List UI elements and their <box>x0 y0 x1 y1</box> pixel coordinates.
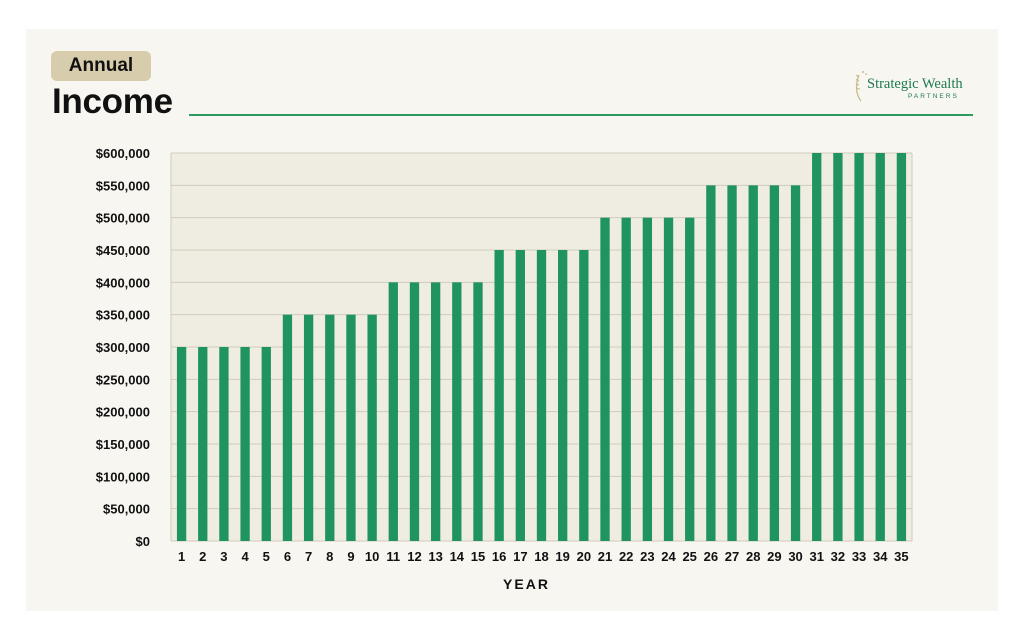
x-tick-label: 18 <box>534 549 548 564</box>
x-tick-label: 9 <box>347 549 354 564</box>
logo-name: Strategic Wealth <box>867 76 963 92</box>
annual-badge: Annual <box>51 51 151 81</box>
bar <box>176 347 187 541</box>
x-axis-title: YEAR <box>503 576 550 592</box>
x-tick-label: 34 <box>873 549 888 564</box>
bar <box>473 282 483 541</box>
bar <box>536 250 547 541</box>
bar <box>663 217 674 541</box>
x-tick-label: 26 <box>704 549 718 564</box>
bar <box>812 153 822 541</box>
y-tick-label: $400,000 <box>96 275 150 290</box>
y-tick-label: $300,000 <box>96 340 150 355</box>
logo-subtitle: PARTNERS <box>908 93 959 100</box>
bar <box>685 217 695 541</box>
x-tick-label: 15 <box>471 549 485 564</box>
brand-logo: Strategic Wealth PARTNERS <box>853 67 973 103</box>
bar <box>515 250 525 541</box>
x-tick-label: 31 <box>809 549 823 564</box>
y-tick-label: $500,000 <box>96 211 150 226</box>
x-tick-label: 16 <box>492 549 506 564</box>
bar <box>282 314 293 541</box>
bar <box>896 153 907 541</box>
y-tick-label: $450,000 <box>96 243 150 258</box>
y-tick-label: $100,000 <box>96 469 150 484</box>
bar <box>790 185 801 542</box>
bar <box>261 347 271 541</box>
bar <box>303 314 314 541</box>
bar <box>430 282 441 541</box>
wheat-icon <box>855 71 867 102</box>
bar <box>621 217 631 541</box>
bar <box>558 250 568 541</box>
bar <box>748 185 758 542</box>
x-tick-label: 1 <box>178 549 185 564</box>
bar <box>875 153 885 541</box>
bar <box>325 314 335 541</box>
y-tick-label: $200,000 <box>96 405 150 420</box>
chart-card: Annual Income Strategic Wealth PARTNERS … <box>26 29 998 611</box>
bar <box>367 314 377 541</box>
x-tick-label: 22 <box>619 549 633 564</box>
income-bar-chart: $0 $50,000 $100,000 $150,000 $200,000 $250,00… <box>96 146 913 592</box>
x-tick-label: 20 <box>577 549 591 564</box>
x-tick-label: 8 <box>326 549 333 564</box>
x-tick-label: 2 <box>199 549 206 564</box>
x-tick-label: 11 <box>386 549 400 564</box>
bar <box>219 347 229 541</box>
x-tick-label: 5 <box>263 549 270 564</box>
bar <box>494 250 504 541</box>
x-tick-label: 21 <box>598 549 612 564</box>
y-tick-label: $600,000 <box>96 146 150 161</box>
bar <box>409 282 420 541</box>
y-tick-label: $0 <box>136 534 150 549</box>
x-tick-label: 13 <box>428 549 442 564</box>
bar <box>240 347 250 541</box>
bar <box>346 314 356 541</box>
x-tick-label: 27 <box>725 549 739 564</box>
bar <box>854 153 864 541</box>
bar <box>642 217 653 541</box>
bar <box>706 185 716 542</box>
x-tick-label: 17 <box>513 549 527 564</box>
bar <box>769 185 780 542</box>
x-tick-label: 28 <box>746 549 760 564</box>
chart-title: Income <box>52 82 173 121</box>
y-tick-label: $250,000 <box>96 372 150 387</box>
y-tick-label: $550,000 <box>96 178 150 193</box>
x-tick-label: 12 <box>407 549 421 564</box>
bar <box>600 217 610 541</box>
x-tick-label: 19 <box>555 549 569 564</box>
bar <box>388 282 398 541</box>
x-tick-label: 10 <box>365 549 379 564</box>
bar <box>452 282 462 541</box>
x-tick-label: 3 <box>220 549 227 564</box>
x-tick-label: 6 <box>284 549 291 564</box>
y-tick-label: $350,000 <box>96 308 150 323</box>
y-tick-label: $50,000 <box>103 502 150 517</box>
x-tick-label: 30 <box>788 549 802 564</box>
x-tick-label: 4 <box>241 549 249 564</box>
x-tick-label: 29 <box>767 549 781 564</box>
x-tick-label: 23 <box>640 549 654 564</box>
x-tick-label: 33 <box>852 549 866 564</box>
bar <box>579 250 589 541</box>
x-tick-label: 14 <box>450 549 465 564</box>
bar <box>833 153 843 541</box>
y-tick-label: $150,000 <box>96 437 150 452</box>
x-tick-label: 35 <box>894 549 908 564</box>
x-tick-label: 32 <box>831 549 845 564</box>
bar <box>727 185 737 542</box>
title-underline <box>189 114 973 116</box>
x-tick-label: 24 <box>661 549 676 564</box>
x-tick-label: 7 <box>305 549 312 564</box>
bar <box>198 347 208 541</box>
x-tick-label: 25 <box>682 549 696 564</box>
